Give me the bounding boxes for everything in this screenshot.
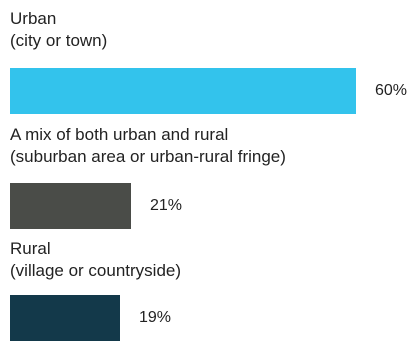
category-label-subline: (city or town) bbox=[10, 31, 108, 50]
category-label-line: Urban bbox=[10, 9, 57, 28]
bar-urban bbox=[10, 68, 356, 114]
category-label-subline: (suburban area or urban-rural fringe) bbox=[10, 147, 286, 166]
value-label-rural: 19% bbox=[139, 309, 172, 326]
bar-chart: Urban (city or town) 60% A mix of both u… bbox=[10, 8, 408, 341]
category-label-line: A mix of both urban and rural bbox=[10, 125, 229, 144]
value-label-urban: 60% bbox=[375, 82, 408, 99]
value-label-mix: 21% bbox=[150, 197, 183, 214]
bar-rural bbox=[10, 295, 120, 341]
category-label-mix: A mix of both urban and rural (suburban … bbox=[10, 124, 286, 168]
bar-mix bbox=[10, 183, 131, 229]
category-label-rural: Rural (village or countryside) bbox=[10, 238, 181, 282]
category-label-urban: Urban (city or town) bbox=[10, 8, 107, 52]
category-label-line: Rural bbox=[10, 239, 51, 258]
category-label-subline: (village or countryside) bbox=[10, 261, 182, 280]
